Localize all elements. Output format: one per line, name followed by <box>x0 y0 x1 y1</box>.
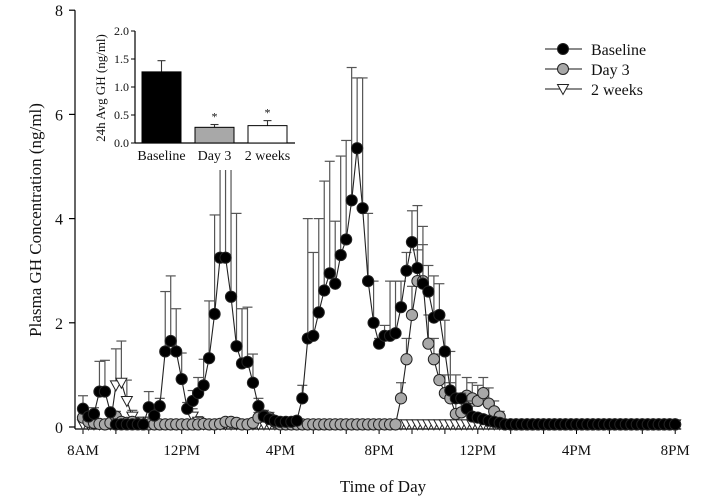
legend: Baseline Day 3 2 weeks <box>545 42 646 99</box>
x-tick-label: 8PM <box>661 443 690 459</box>
data-point <box>312 306 325 319</box>
data-point <box>203 352 216 365</box>
data-point <box>669 418 682 431</box>
data-point <box>175 372 188 386</box>
data-point <box>252 400 265 413</box>
legend-marker <box>556 84 570 96</box>
data-point <box>351 142 364 155</box>
data-point <box>334 248 347 262</box>
inset-bar <box>194 126 235 144</box>
legend-label: Day 3 <box>591 62 630 79</box>
data-point <box>164 334 177 348</box>
data-point <box>170 345 183 358</box>
data-point <box>394 301 408 314</box>
data-point <box>87 407 101 421</box>
data-point <box>405 308 419 322</box>
x-tick-label: 8AM <box>67 443 99 459</box>
y-axis-label: Plasma GH Concentration (ng/ml) <box>26 103 45 337</box>
data-point <box>356 202 369 215</box>
data-point <box>98 385 112 398</box>
data-point <box>389 327 402 340</box>
data-point <box>367 316 380 329</box>
inset-bar <box>247 125 288 144</box>
series-line <box>82 148 676 425</box>
data-point <box>394 392 408 405</box>
y-tick-label: 2 <box>55 316 63 333</box>
data-point <box>137 418 150 431</box>
data-point <box>433 308 446 322</box>
data-point <box>246 376 260 389</box>
main-series-layer <box>76 46 682 431</box>
data-point <box>362 275 375 288</box>
data-point <box>296 392 309 405</box>
data-point <box>153 400 166 413</box>
data-point <box>148 409 161 422</box>
data-point <box>422 285 435 298</box>
inset-significance-marker: * <box>265 106 271 120</box>
inset-category-label: Day 3 <box>198 149 232 164</box>
legend-marker <box>557 63 569 75</box>
legend-label: 2 weeks <box>591 82 643 99</box>
data-point <box>120 395 134 408</box>
data-point <box>329 277 342 290</box>
series-baseline <box>76 46 682 431</box>
data-point <box>208 307 221 321</box>
y-tick-label: 4 <box>55 212 63 229</box>
series-line <box>83 381 676 425</box>
data-point <box>318 284 331 297</box>
data-point <box>290 414 303 427</box>
inset-category-label: Baseline <box>137 149 185 164</box>
data-point <box>197 379 210 392</box>
data-point <box>230 340 243 353</box>
x-tick-label: 12PM <box>163 443 200 459</box>
inset-bar <box>141 71 182 144</box>
inset-y-tick-label: 2.0 <box>114 24 129 38</box>
data-point <box>340 233 353 246</box>
x-tick-label: 4PM <box>562 443 591 459</box>
legend-item: Baseline <box>545 42 646 59</box>
data-point <box>438 345 451 358</box>
y-tick-label: 6 <box>55 107 63 124</box>
legend-marker <box>557 43 569 55</box>
inset-y-tick-label: 0.5 <box>114 108 129 122</box>
data-point <box>411 261 424 275</box>
data-point <box>323 267 336 280</box>
inset-y-axis-label: 24h Avg GH (ng/ml) <box>93 34 108 142</box>
data-point <box>433 374 446 387</box>
data-point <box>405 235 419 249</box>
data-point <box>422 337 435 350</box>
inset-category-label: 2 weeks <box>245 149 291 164</box>
data-point <box>389 418 402 431</box>
x-axis-label: Time of Day <box>340 477 427 496</box>
data-point <box>241 355 254 368</box>
legend-item: Day 3 <box>545 62 630 79</box>
data-point <box>400 353 413 366</box>
inset-y-tick-label: 1.5 <box>114 52 129 66</box>
y-tick-label: 8 <box>55 3 63 20</box>
data-point <box>477 387 490 400</box>
x-tick-label: 4PM <box>266 443 295 459</box>
inset-y-tick-label: 1.0 <box>114 80 129 94</box>
y-tick-label: 0 <box>55 420 63 437</box>
legend-label: Baseline <box>591 42 646 59</box>
data-point <box>219 251 232 264</box>
inset-significance-marker: * <box>212 110 218 124</box>
x-tick-label: 12PM <box>459 443 496 459</box>
data-point <box>455 392 468 405</box>
inset-background <box>88 20 306 170</box>
data-point <box>345 194 358 207</box>
legend-item: 2 weeks <box>545 82 643 99</box>
data-point <box>427 353 440 366</box>
x-tick-label: 8PM <box>365 443 394 459</box>
data-point <box>115 377 128 390</box>
data-point <box>224 290 238 303</box>
data-point <box>400 264 413 277</box>
data-point <box>104 406 117 419</box>
data-point <box>159 345 172 358</box>
data-point <box>307 329 320 342</box>
inset-y-tick-label: 0.0 <box>114 136 129 150</box>
inset-bar-chart: 0.0 0.5 1.0 1.5 2.0 24h Avg GH (ng/ml) Baselin… <box>88 20 306 170</box>
